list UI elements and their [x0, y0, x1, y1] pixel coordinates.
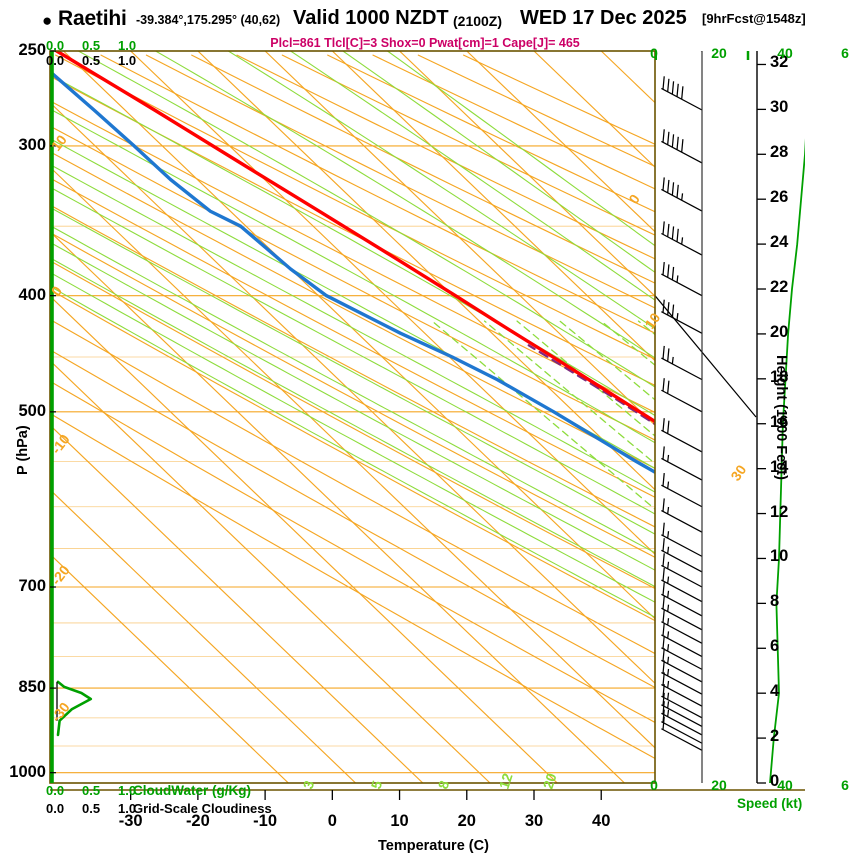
temperature-tick-20: 20 — [457, 812, 476, 830]
height-tick-24: 24 — [770, 233, 789, 252]
height-tick-28: 28 — [770, 143, 789, 162]
speed-tick-20-bottom: 20 — [711, 777, 727, 793]
temperature-tick-0: 0 — [327, 812, 337, 830]
cloudiness-tick-top-0: 0.0 — [46, 53, 65, 68]
pressure-tick-250: 250 — [18, 41, 46, 59]
cloudiness-tick-top-2: 1.0 — [118, 53, 137, 68]
cloudwater-tick-top-1: 0.5 — [82, 38, 101, 53]
svg-text:5: 5 — [368, 778, 386, 791]
pressure-tick-1000: 1000 — [9, 762, 46, 781]
temperature-tick--20: -20 — [185, 812, 210, 830]
forecast-stamp: [9hrFcst@1548z] — [702, 11, 806, 26]
header: ● Raetihi -39.384°,175.295° (40,62) Vali… — [0, 7, 850, 34]
wind-speed-profile — [769, 138, 805, 783]
cloudiness-axis-title: Grid-Scale Cloudiness — [133, 801, 272, 816]
height-tick-12: 12 — [770, 502, 789, 521]
temperature-tick-10: 10 — [390, 812, 409, 830]
valid-time-zulu: (2100Z) — [453, 13, 503, 29]
height-tick-18: 18 — [770, 367, 789, 386]
mixing-ratio-lines — [431, 320, 655, 510]
height-tick-8: 8 — [770, 592, 780, 611]
height-tick-2: 2 — [770, 727, 780, 746]
pressure-tick-300: 300 — [18, 135, 46, 154]
cloudwater-curve — [56, 680, 93, 737]
station-name: Raetihi — [58, 7, 127, 30]
pressure-axis-title: P (hPa) — [15, 425, 31, 475]
temperature-axis-title: Temperature (C) — [378, 838, 489, 854]
cloudwater-tick-bottom-2: 1.0 — [118, 783, 137, 798]
station-bullet-icon: ● — [42, 11, 53, 30]
height-tick-32: 32 — [770, 53, 789, 72]
height-tick-16: 16 — [770, 412, 789, 431]
speed-tick-20-top: 20 — [711, 45, 727, 61]
cloudwater-tick-bottom-1: 0.5 — [82, 783, 101, 798]
moist-adiabat-lines — [50, 51, 655, 618]
height-scale-diagonal — [654, 295, 757, 418]
speed-axis-title: Speed (kt) — [737, 796, 803, 811]
pressure-tick-500: 500 — [18, 401, 46, 420]
sounding-indices: Plcl=861 Tlcl[C]=3 Shox=0 Pwat[cm]=1 Cap… — [270, 36, 580, 50]
cloudiness-tick-bottom-0: 0.0 — [46, 801, 65, 816]
speed-tick-60-bottom: 6 — [841, 777, 849, 793]
cloudiness-tick-bottom-2: 1.0 — [118, 801, 137, 816]
height-tick-20: 20 — [770, 322, 789, 341]
temperature-tick--10: -10 — [253, 812, 278, 830]
dry-adiabat-lines — [50, 54, 655, 760]
plot-frame — [49, 50, 805, 800]
speed-tick-40-top: 40 — [777, 45, 793, 61]
svg-text:12: 12 — [496, 771, 516, 791]
dewpoint-curve — [50, 69, 655, 475]
speed-tick-0-top: 0 — [650, 45, 658, 61]
height-axis-title: Height (1000 Feet) — [773, 355, 789, 480]
svg-text:20: 20 — [540, 771, 560, 791]
height-tick-30: 30 — [770, 98, 789, 117]
svg-text:8: 8 — [435, 778, 453, 791]
pressure-tick-400: 400 — [18, 285, 46, 304]
station-coordinates: -39.384°,175.295° (40,62) — [136, 13, 281, 27]
cloudwater-axis-title: CloudWater (g/Kg) — [133, 783, 251, 798]
height-tick-26: 26 — [770, 188, 789, 207]
height-tick-4: 4 — [770, 682, 780, 701]
speed-tick-0-bottom: 0 — [650, 777, 658, 793]
height-tick-10: 10 — [770, 547, 789, 566]
svg-text:30: 30 — [727, 462, 749, 484]
isotherm-lines — [50, 51, 655, 783]
temperature-tick--30: -30 — [118, 812, 143, 830]
temperature-tick-40: 40 — [592, 812, 611, 830]
pressure-tick-850: 850 — [18, 678, 46, 697]
height-tick-14: 14 — [770, 457, 789, 476]
cloudwater-tick-bottom-0: 0.0 — [46, 783, 65, 798]
height-tick-6: 6 — [770, 637, 780, 656]
svg-text:3: 3 — [300, 778, 318, 791]
temperature-curve — [55, 51, 655, 424]
pressure-tick-700: 700 — [18, 577, 46, 595]
height-tick-0: 0 — [770, 772, 780, 790]
speed-tick-40-bottom: 40 — [777, 777, 793, 793]
cloudiness-tick-bottom-1: 0.5 — [82, 801, 101, 816]
cloudiness-tick-top-1: 0.5 — [82, 53, 101, 68]
wind-barbs — [661, 51, 703, 751]
valid-time: Valid 1000 NZDT — [293, 7, 449, 29]
speed-tick-60-top: 6 — [841, 45, 849, 61]
cloudwater-tick-top-2: 1.0 — [118, 38, 137, 53]
parcel-path-curve — [527, 344, 655, 426]
valid-date: WED 17 Dec 2025 — [520, 7, 687, 29]
height-tick-22: 22 — [770, 278, 789, 296]
temperature-tick-30: 30 — [524, 812, 544, 830]
cloudwater-tick-top-0: 0.0 — [46, 38, 65, 53]
